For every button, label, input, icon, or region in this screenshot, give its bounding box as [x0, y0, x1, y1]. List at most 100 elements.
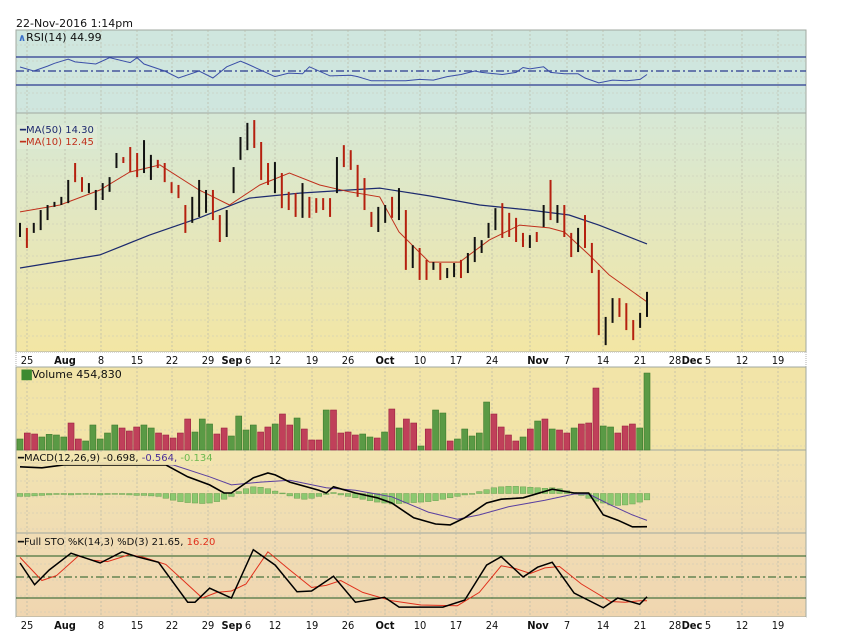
macd-histogram-bar	[527, 487, 534, 494]
top-axis-tick-label: 26	[342, 354, 355, 367]
top-axis-tick-label: 19	[306, 354, 319, 367]
volume-bar	[75, 438, 82, 451]
macd-histogram-bar	[228, 493, 235, 497]
top-axis-tick-label: 10	[414, 354, 427, 367]
macd-histogram-bar	[279, 492, 286, 495]
top-axis-tick-label: Aug	[54, 354, 76, 367]
macd-histogram-bar	[614, 493, 621, 506]
macd-histogram-bar	[53, 493, 60, 495]
volume-bar	[228, 435, 235, 451]
macd-histogram-bar	[454, 493, 461, 497]
top-axis-tick-label: Sep	[222, 354, 243, 367]
volume-bar	[235, 415, 243, 451]
macd-histogram-bar	[301, 493, 308, 500]
volume-bar	[454, 438, 461, 451]
top-axis-tick-label: 15	[131, 354, 144, 367]
macd-histogram-bar	[293, 493, 301, 499]
ma50-swatch-icon: ━	[20, 125, 27, 136]
volume-bar	[31, 433, 38, 451]
macd-histogram-bar	[410, 493, 417, 503]
volume-bar	[541, 418, 549, 451]
macd-histogram-bar	[439, 493, 446, 500]
volume-bar	[614, 432, 622, 451]
macd-histogram-bar	[119, 493, 126, 495]
ma50-label: MA(50) 14.30	[26, 125, 94, 136]
top-axis-tick-label: 29	[202, 354, 215, 367]
macd-histogram-bar	[31, 493, 38, 497]
volume-bar	[45, 434, 53, 451]
sto-panel	[15, 532, 807, 618]
volume-bar	[424, 428, 432, 451]
macd-histogram-bar	[235, 491, 242, 494]
bottom-axis-tick-label: 21	[634, 619, 647, 632]
top-axis-tick-label: Oct	[375, 354, 394, 367]
macd-histogram-bar	[126, 493, 133, 496]
bottom-axis-tick-label: 7	[564, 619, 570, 632]
macd-histogram-bar	[600, 493, 607, 504]
volume-bar	[220, 427, 228, 451]
macd-histogram-bar	[643, 493, 651, 501]
bottom-axis-tick-label: 28	[669, 619, 682, 632]
volume-bar	[169, 437, 177, 451]
top-axis-tick-label: 12	[736, 354, 749, 367]
volume-bar	[147, 427, 155, 451]
volume-bar	[432, 409, 439, 451]
macd-histogram-bar	[250, 486, 257, 494]
macd-histogram-bar	[264, 488, 271, 494]
bottom-axis-tick-label: 17	[450, 619, 463, 632]
macd-histogram-bar	[337, 493, 344, 496]
bottom-axis-tick-label: 5	[705, 619, 711, 632]
macd-histogram-bar	[97, 493, 104, 496]
volume-bar	[337, 432, 345, 451]
macd-histogram-bar	[257, 487, 264, 494]
volume-bars-icon: ▐█	[18, 371, 32, 381]
volume-bar	[293, 417, 301, 451]
macd-histogram-bar	[272, 490, 279, 494]
top-axis-tick-label: 5	[705, 354, 711, 367]
volume-bar	[592, 387, 600, 451]
macd-histogram-bar	[315, 493, 322, 497]
macd-histogram-bar	[60, 493, 67, 495]
volume-bar	[206, 423, 213, 451]
volume-bar	[519, 436, 527, 451]
top-axis-tick-label: 28	[669, 354, 682, 367]
volume-bar	[403, 418, 410, 451]
bottom-axis-tick-label: Aug	[54, 619, 76, 632]
bottom-axis-tick-label: 25	[21, 619, 34, 632]
bottom-axis-tick-label: 6	[245, 619, 251, 632]
volume-bar	[629, 423, 636, 451]
volume-bar	[38, 436, 46, 451]
macd-histogram-bar	[148, 493, 155, 497]
volume-bar	[643, 372, 651, 451]
volume-bar	[373, 437, 381, 451]
macd-histogram-bar	[417, 493, 425, 503]
top-axis-tick-label: 12	[269, 354, 282, 367]
volume-bar	[395, 427, 403, 451]
macd-histogram-bar	[133, 493, 140, 496]
sto-label: Full STO %K(14,3) %D(3) 21.65,	[24, 537, 184, 548]
macd-swatch-icon: ━	[18, 453, 25, 464]
volume-bar	[242, 429, 250, 451]
rsi-indicator-icon: ∧	[18, 33, 27, 44]
macd-histogram-bar	[38, 493, 45, 496]
top-axis-tick-label: 22	[166, 354, 179, 367]
macd-histogram-bar	[461, 493, 468, 496]
volume-bar	[111, 424, 119, 451]
volume-bar	[184, 418, 191, 451]
macd-histogram-bar	[498, 486, 505, 494]
volume-bar	[177, 432, 184, 451]
macd-histogram-bar	[104, 493, 111, 495]
volume-bar	[578, 423, 585, 451]
volume-bar	[446, 440, 454, 451]
top-axis-tick-label: 14	[597, 354, 610, 367]
volume-bar	[191, 431, 199, 451]
top-axis-tick-label: 21	[634, 354, 647, 367]
price-panel	[15, 112, 807, 353]
volume-bar	[104, 432, 111, 451]
volume-bar	[570, 427, 578, 451]
macd-histogram-bar	[16, 493, 24, 497]
volume-bar	[359, 433, 366, 451]
macd-histogram-bar	[396, 493, 403, 504]
macd-histogram-bar	[359, 493, 366, 500]
macd-histogram-bar	[622, 493, 629, 506]
